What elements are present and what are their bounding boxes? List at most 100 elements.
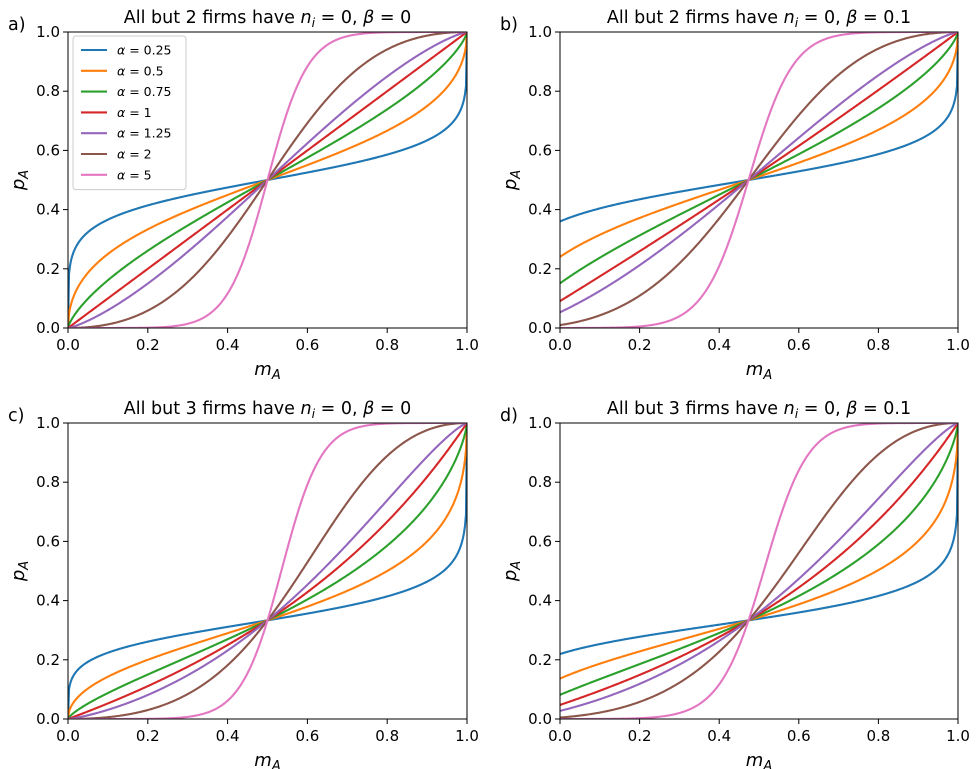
series-line-alpha-1 xyxy=(560,423,958,706)
y-tick-label: 1.0 xyxy=(36,414,60,432)
panel-label: c) xyxy=(8,406,24,426)
series-line-alpha-1_25 xyxy=(560,423,958,712)
legend-label: α = 1.25 xyxy=(117,126,172,141)
legend-box xyxy=(72,35,187,191)
series-group xyxy=(560,32,958,328)
x-tick-label: 0.4 xyxy=(216,727,240,745)
y-tick-label: 1.0 xyxy=(36,23,60,41)
x-tick-label: 0.4 xyxy=(707,336,731,354)
y-tick-label: 0.2 xyxy=(36,260,60,278)
x-tick-label: 0.0 xyxy=(56,727,80,745)
x-tick-label: 0.6 xyxy=(787,336,811,354)
y-axis-label: pA xyxy=(8,170,32,191)
legend-label: α = 0.75 xyxy=(117,84,172,99)
y-tick-label: 0.2 xyxy=(36,651,60,669)
y-tick-label: 0.0 xyxy=(36,319,60,337)
series-line-alpha-0_5 xyxy=(560,423,958,680)
y-tick-label: 1.0 xyxy=(528,414,552,432)
y-tick-label: 0.8 xyxy=(36,473,60,491)
axes-frame xyxy=(559,422,959,720)
axes-frame xyxy=(67,31,468,329)
y-axis-label: pA xyxy=(500,170,524,191)
series-group xyxy=(68,423,467,719)
series-line-alpha-0_75 xyxy=(560,32,958,285)
chart-panel-3: 0.0 0.2 0.4 0.6 0.8 1.0 0.0 0.2 0.4 0.6 0.8 1.0 mA pA… xyxy=(8,399,479,769)
x-axis-label: mA xyxy=(746,359,772,383)
x-tick-label: 0.2 xyxy=(136,336,160,354)
y-tick-label: 0.2 xyxy=(528,651,552,669)
x-tick-label: 0.6 xyxy=(787,727,811,745)
x-axis-label: mA xyxy=(254,750,280,769)
series-line-alpha-1_25 xyxy=(560,32,958,314)
panel-label: a) xyxy=(8,15,26,35)
x-tick-label: 0.2 xyxy=(136,727,160,745)
y-tick-label: 0.8 xyxy=(36,82,60,100)
x-axis-label: mA xyxy=(746,750,772,769)
x-tick-label: 0.6 xyxy=(295,727,319,745)
series-line-alpha-0_75 xyxy=(68,423,467,719)
chart-panel-1: 0.0 0.2 0.4 0.6 0.8 1.0 0.0 0.2 0.4 0.6 0.8 1.0 mA pA… xyxy=(8,8,479,383)
series-line-alpha-0_75 xyxy=(560,423,958,696)
y-tick-label: 0.4 xyxy=(528,201,552,219)
legend: α = 0.25 α = 0.5 α = 0.75 α = 1 α = 1.25 α = … xyxy=(72,35,187,191)
series-line-alpha-1 xyxy=(560,32,958,302)
x-tick-label: 0.6 xyxy=(295,336,319,354)
y-tick-label: 0.0 xyxy=(528,710,552,728)
x-tick-label: 1.0 xyxy=(455,336,479,354)
legend-label: α = 0.25 xyxy=(117,43,172,58)
series-line-alpha-0_5 xyxy=(560,32,958,258)
x-tick-label: 0.0 xyxy=(548,727,572,745)
series-line-alpha-2 xyxy=(68,423,467,719)
series-group xyxy=(560,423,958,719)
chart-title: All but 3 firms have ni = 0, β = 0 xyxy=(124,399,411,421)
y-axis-label: pA xyxy=(8,561,32,582)
chart-title: All but 2 firms have ni = 0, β = 0.1 xyxy=(607,8,911,30)
series-line-alpha-0_5 xyxy=(68,423,467,719)
y-tick-label: 0.6 xyxy=(528,141,552,159)
x-tick-label: 0.2 xyxy=(628,727,652,745)
y-tick-label: 0.6 xyxy=(528,532,552,550)
axes-frame xyxy=(559,31,959,329)
y-tick-label: 0.0 xyxy=(528,319,552,337)
panel-label: d) xyxy=(500,406,518,426)
y-tick-label: 0.0 xyxy=(36,710,60,728)
x-tick-label: 0.4 xyxy=(216,336,240,354)
chart-title: All but 2 firms have ni = 0, β = 0 xyxy=(124,8,411,30)
series-line-alpha-1 xyxy=(68,423,467,719)
y-tick-label: 0.4 xyxy=(528,592,552,610)
y-axis-label: pA xyxy=(500,561,524,582)
y-tick-label: 0.6 xyxy=(36,141,60,159)
y-tick-label: 0.2 xyxy=(528,260,552,278)
x-tick-label: 0.0 xyxy=(548,336,572,354)
x-axis-label: mA xyxy=(254,359,280,383)
series-line-alpha-0_25 xyxy=(560,423,958,656)
y-tick-label: 0.6 xyxy=(36,532,60,550)
x-tick-label: 0.8 xyxy=(375,727,399,745)
series-line-alpha-1_25 xyxy=(68,423,467,719)
series-line-alpha-5 xyxy=(560,423,958,719)
chart-panel-4: 0.0 0.2 0.4 0.6 0.8 1.0 0.0 0.2 0.4 0.6 0.8 1.0 mA pA… xyxy=(500,399,970,769)
x-tick-label: 1.0 xyxy=(946,727,970,745)
x-tick-label: 0.2 xyxy=(628,336,652,354)
x-tick-label: 1.0 xyxy=(946,336,970,354)
chart-panel-2: 0.0 0.2 0.4 0.6 0.8 1.0 0.0 0.2 0.4 0.6 0.8 1.0 mA pA… xyxy=(500,8,970,383)
series-line-alpha-0_25 xyxy=(560,32,958,223)
chart-title: All but 3 firms have ni = 0, β = 0.1 xyxy=(607,399,911,421)
legend-label: α = 0.5 xyxy=(117,63,164,78)
axes-frame xyxy=(67,422,468,720)
series-line-alpha-5 xyxy=(68,423,467,719)
series-line-alpha-0_25 xyxy=(68,423,467,719)
legend-label: α = 1 xyxy=(117,105,152,120)
x-tick-label: 0.8 xyxy=(375,336,399,354)
x-tick-label: 1.0 xyxy=(455,727,479,745)
series-line-alpha-2 xyxy=(560,423,958,719)
x-tick-label: 0.4 xyxy=(707,727,731,745)
x-tick-label: 0.8 xyxy=(866,727,890,745)
y-tick-label: 0.8 xyxy=(528,473,552,491)
x-tick-label: 0.0 xyxy=(56,336,80,354)
legend-label: α = 2 xyxy=(117,147,152,162)
series-line-alpha-2 xyxy=(560,32,958,327)
y-tick-label: 0.8 xyxy=(528,82,552,100)
y-tick-label: 1.0 xyxy=(528,23,552,41)
